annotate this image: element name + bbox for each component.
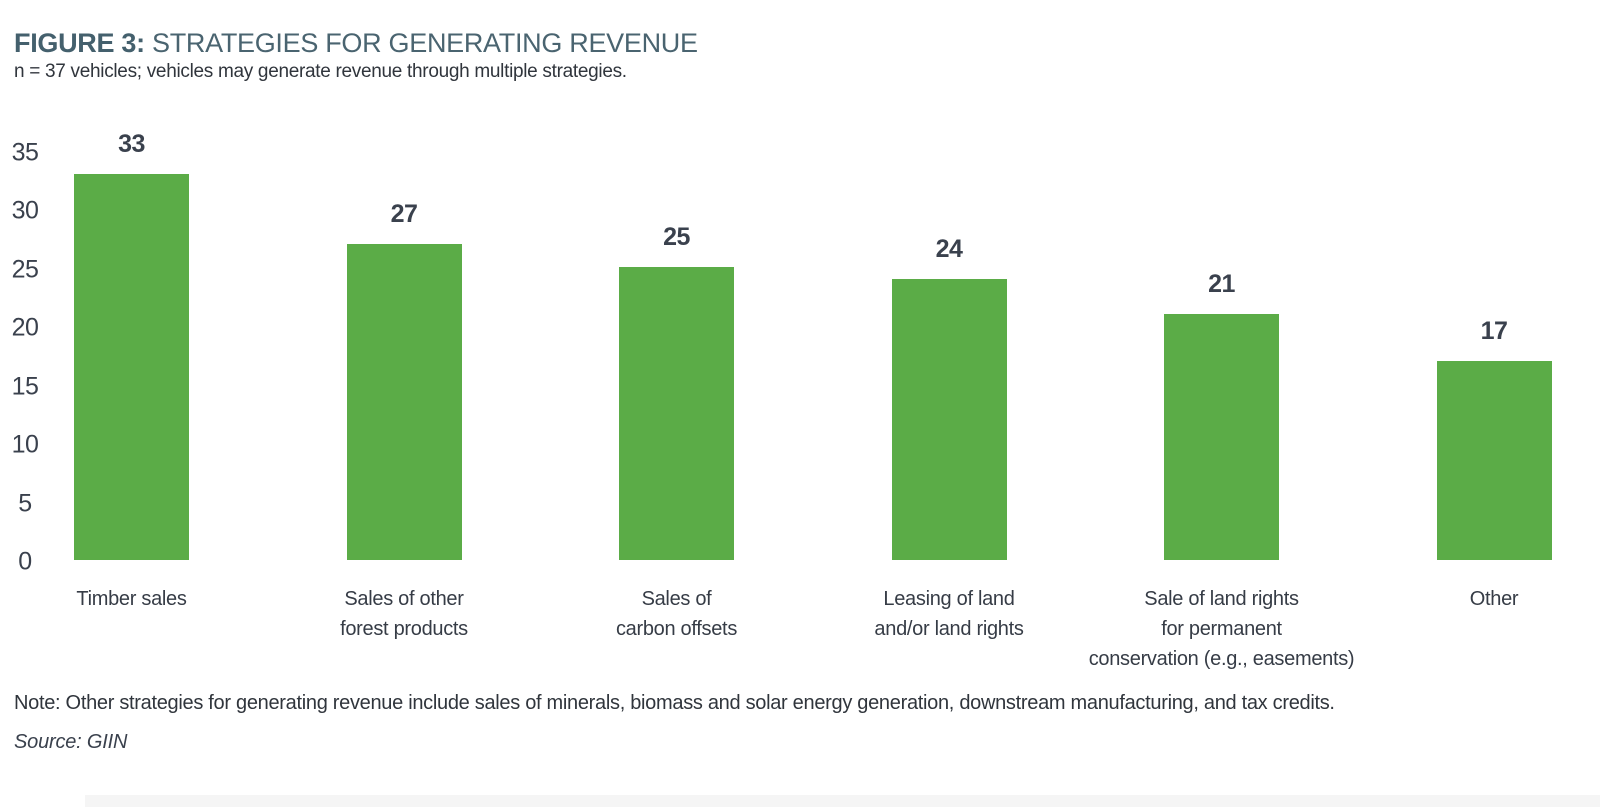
figure-title-text: STRATEGIES FOR GENERATING REVENUE bbox=[144, 28, 698, 58]
x-axis-category-label: Leasing of land and/or land rights bbox=[874, 588, 1024, 640]
y-axis-tick-label: 30 bbox=[11, 196, 39, 225]
x-axis-category-label: Timber sales bbox=[76, 588, 187, 610]
y-axis-tick-label: 35 bbox=[11, 138, 39, 166]
x-axis-category-label: Sales of other forest products bbox=[340, 588, 468, 640]
bar-value-label: 25 bbox=[663, 223, 690, 251]
bar bbox=[891, 279, 1007, 560]
figure-number-label: FIGURE 3: bbox=[14, 28, 145, 58]
bar bbox=[619, 267, 734, 560]
y-axis-tick-label: 0 bbox=[18, 547, 32, 576]
bar-value-label: 21 bbox=[1208, 270, 1235, 298]
figure-title: FIGURE 3: STRATEGIES FOR GENERATING REVE… bbox=[14, 28, 698, 59]
y-axis-tick-label: 10 bbox=[11, 430, 39, 459]
bar bbox=[1436, 361, 1552, 560]
figure-subtitle: n = 37 vehicles; vehicles may generate r… bbox=[14, 61, 627, 82]
y-axis-tick-label: 20 bbox=[11, 313, 39, 342]
y-axis-tick-label: 15 bbox=[11, 372, 39, 400]
x-axis-category-label: Other bbox=[1469, 588, 1519, 610]
bar bbox=[74, 174, 189, 560]
bar-value-label: 17 bbox=[1480, 317, 1508, 345]
figure-note: Note: Other strategies for generating re… bbox=[14, 692, 1335, 714]
x-axis-category-label: Sales of carbon offsets bbox=[615, 588, 738, 640]
bar-chart: 0 5 10 15 20 25 30 35 33 Timber sales 27 Sales of o… bbox=[0, 128, 1600, 690]
figure-source: Source: GIIN bbox=[14, 731, 128, 753]
bar-value-label: 24 bbox=[935, 235, 963, 263]
bar-value-label: 33 bbox=[118, 130, 145, 158]
bar-value-label: 27 bbox=[390, 200, 418, 228]
page-edge-strip bbox=[85, 795, 1600, 807]
bar bbox=[346, 244, 462, 560]
bar bbox=[1164, 314, 1279, 560]
x-axis-category-label: Sale of land rights for permanent conser… bbox=[1088, 588, 1355, 670]
y-axis-tick-label: 5 bbox=[18, 489, 32, 517]
y-axis-tick-label: 25 bbox=[11, 255, 39, 283]
